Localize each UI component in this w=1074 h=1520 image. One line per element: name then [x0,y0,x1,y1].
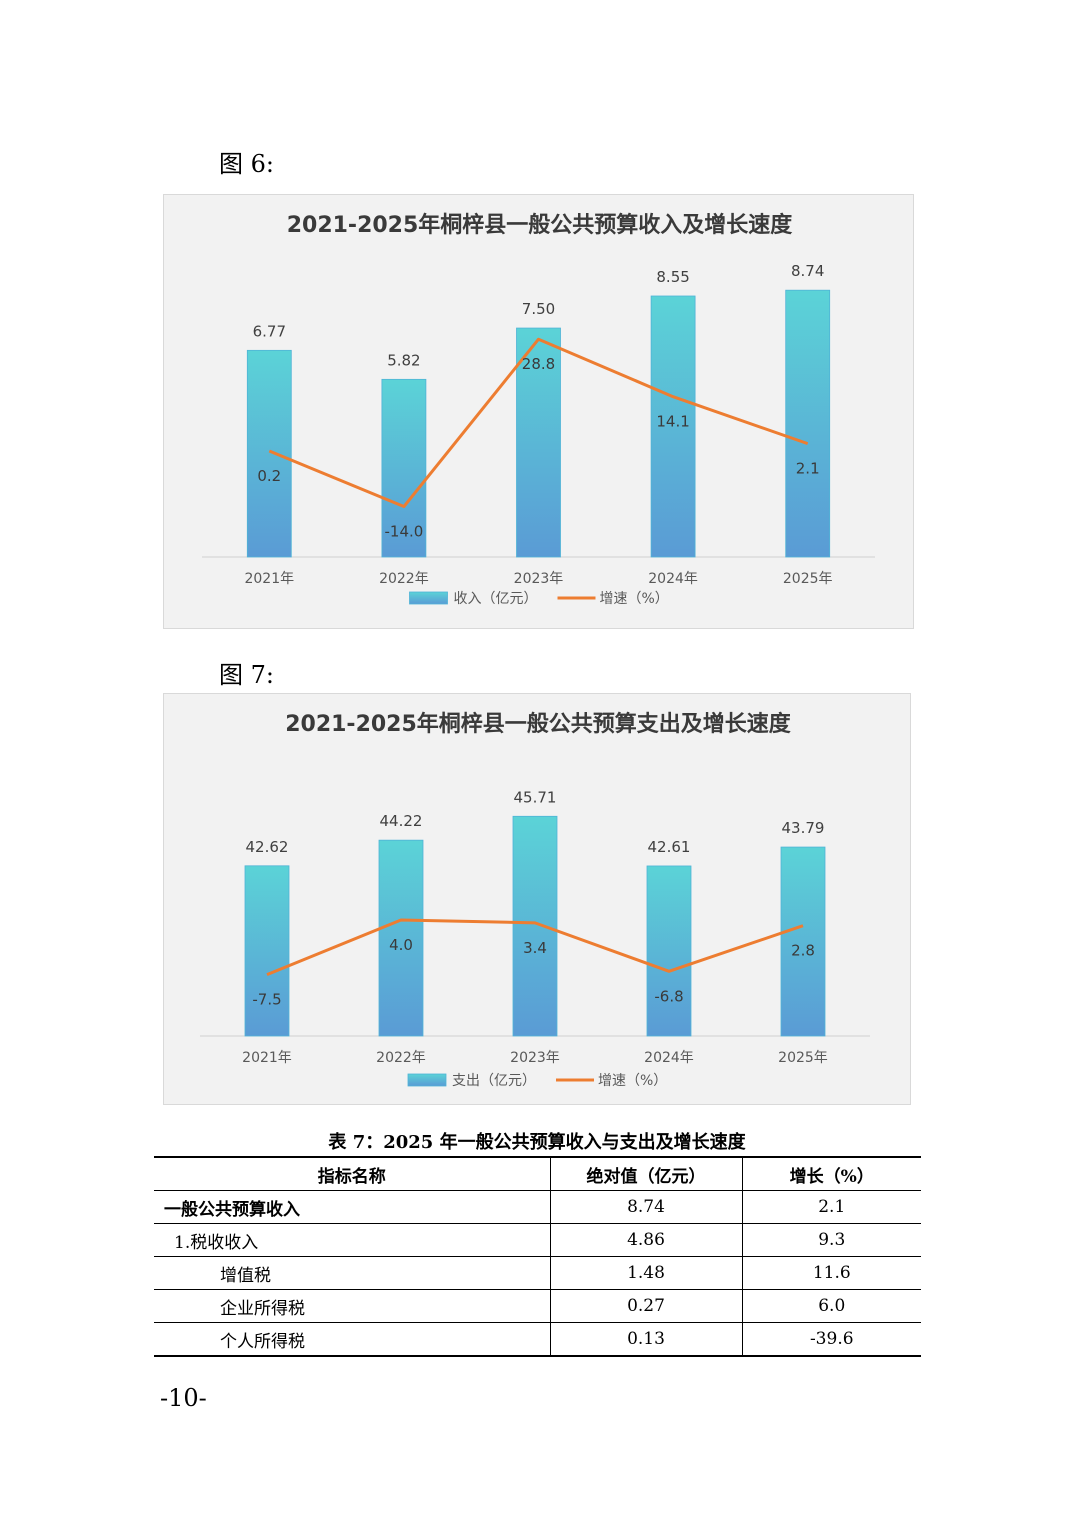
row-value: 0.13 [549,1322,743,1357]
x-tick-label: 2025年 [778,1050,828,1066]
bar [516,327,561,558]
row-value: 4.86 [549,1223,743,1257]
table-header-row: 指标名称 绝对值（亿元） 增长（%） [154,1157,921,1191]
expenditure-chart-svg: 2021-2025年桐梓县一般公共预算支出及增长速度 42.62 44.22 45.7… [200,711,870,1089]
table-caption: 表 7：2025 年一般公共预算收入与支出及增长速度 [328,1132,746,1153]
legend-bar-label: 支出（亿元） [452,1073,536,1089]
growth-value-label: 28.8 [522,355,555,373]
revenue-chart-svg: 2021-2025年桐梓县一般公共预算收入及增长速度 6.77 5.82 7.50 8.… [202,212,875,607]
x-tick-label: 2022年 [376,1050,426,1066]
bar-value-label: 8.55 [656,268,689,286]
revenue-chart: 2021-2025年桐梓县一般公共预算收入及增长速度 6.77 5.82 7.50 8.… [163,194,914,629]
growth-line [268,337,809,509]
chart-title: 2021-2025年桐梓县一般公共预算支出及增长速度 [285,711,792,737]
legend-bar-swatch [409,591,448,605]
growth-line [266,918,804,977]
growth-value-label: -14.0 [384,523,423,541]
bar-value-label: 42.62 [246,838,289,856]
table-row: 一般公共预算收入 8.74 2.1 [154,1190,921,1224]
row-name: 1.税收收入 [154,1223,550,1257]
budget-table: 指标名称 绝对值（亿元） 增长（%） 一般公共预算收入 8.74 2.1 1.税… [154,1156,921,1357]
growth-value-label: 2.8 [791,942,815,960]
legend-bar-label: 收入（亿元） [454,591,538,607]
bar [244,865,290,1037]
row-growth: -39.6 [742,1322,921,1357]
bar-value-label: 45.71 [514,788,557,806]
figure-7-label: 图 7: [219,661,274,689]
table-row: 企业所得税 0.27 6.0 [154,1289,921,1323]
growth-value-label: 2.1 [796,460,820,478]
page-number: -10- [160,1384,207,1412]
table-row: 增值税 1.48 11.6 [154,1256,921,1290]
growth-value-label: 0.2 [257,467,281,485]
row-growth: 6.0 [742,1289,921,1323]
bar [246,349,292,558]
row-growth: 9.3 [742,1223,921,1257]
x-tick-label: 2023年 [510,1050,560,1066]
row-value: 1.48 [549,1256,743,1290]
x-tick-label: 2024年 [648,571,698,587]
bar [650,295,696,558]
bar [512,815,558,1037]
row-growth: 11.6 [742,1256,921,1290]
bar-value-label: 5.82 [387,351,420,369]
x-tick-label: 2024年 [644,1050,694,1066]
x-tick-label: 2023年 [514,571,564,587]
bar [785,289,831,558]
bar-value-label: 42.61 [648,838,691,856]
growth-value-label: 4.0 [389,936,413,954]
bar [381,378,427,558]
x-tick-label: 2021年 [244,571,294,587]
row-name: 个人所得税 [154,1322,550,1357]
bar-value-label: 44.22 [380,812,423,830]
growth-value-label: 14.1 [656,413,689,431]
header-growth: 增长（%） [742,1157,921,1191]
chart-title: 2021-2025年桐梓县一般公共预算收入及增长速度 [287,212,794,238]
header-name: 指标名称 [154,1157,550,1191]
bar-value-label: 7.50 [522,300,555,318]
legend-line-label: 增速（%） [600,591,669,607]
row-growth: 2.1 [742,1190,921,1224]
legend-bar-swatch [407,1073,447,1087]
row-name: 增值税 [154,1256,550,1290]
growth-value-label: -6.8 [654,987,683,1005]
x-tick-label: 2025年 [783,571,833,587]
table-row: 1.税收收入 4.86 9.3 [154,1223,921,1257]
expenditure-chart: 2021-2025年桐梓县一般公共预算支出及增长速度 42.62 44.22 45.7… [163,693,911,1105]
bar-value-label: 8.74 [791,262,824,280]
bar [646,865,692,1037]
bar-value-label: 6.77 [253,322,286,340]
growth-value-label: 3.4 [523,939,547,957]
row-name: 企业所得税 [154,1289,550,1323]
legend-line-label: 增速（%） [598,1073,667,1089]
bar-value-label: 43.79 [782,819,825,837]
row-name: 一般公共预算收入 [154,1190,550,1224]
row-value: 0.27 [549,1289,743,1323]
table-row: 个人所得税 0.13 -39.6 [154,1322,921,1357]
growth-value-label: -7.5 [252,991,281,1009]
x-tick-label: 2022年 [379,571,429,587]
bar [780,846,826,1037]
x-tick-label: 2021年 [242,1050,292,1066]
bar [378,839,424,1037]
figure-6-label: 图 6: [219,150,274,178]
row-value: 8.74 [549,1190,743,1224]
header-value: 绝对值（亿元） [549,1157,743,1191]
